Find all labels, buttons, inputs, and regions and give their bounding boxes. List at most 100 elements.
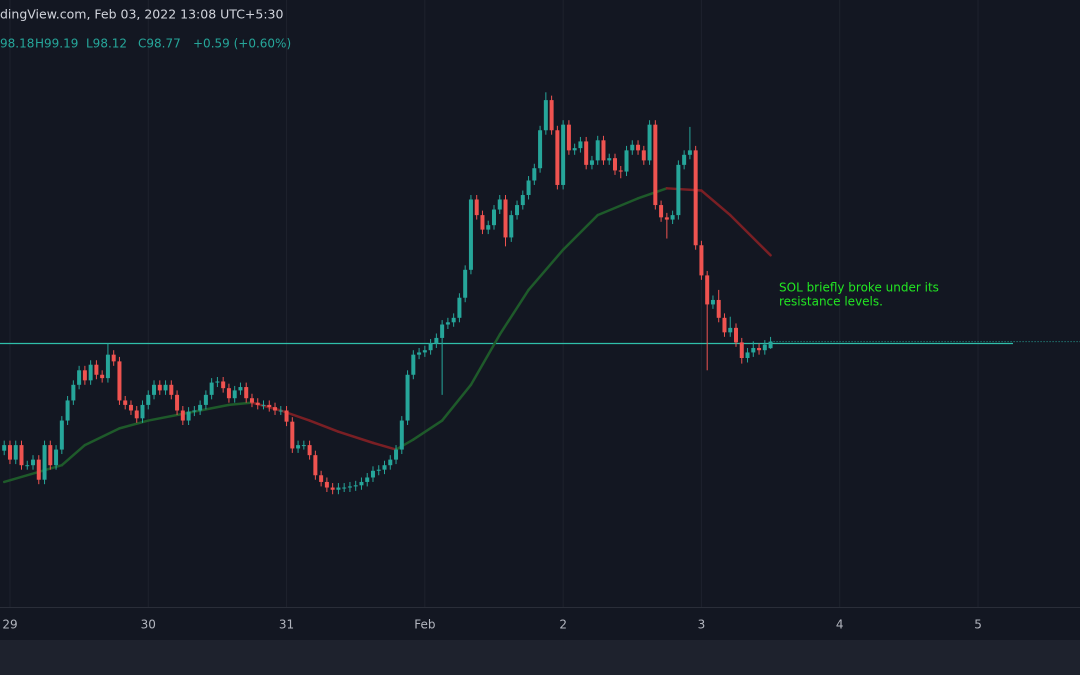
candle-body <box>728 327 733 333</box>
candle-body <box>399 420 404 450</box>
candle-body <box>722 317 727 333</box>
candle-body <box>192 410 197 412</box>
candle-body <box>618 170 623 172</box>
candle-body <box>376 469 381 471</box>
candle-body <box>739 342 744 359</box>
candle-body <box>451 317 456 323</box>
candle-body <box>480 215 485 230</box>
candle-body <box>624 150 629 172</box>
candle-body <box>238 387 243 391</box>
candle-body <box>226 388 231 399</box>
candle-body <box>353 485 358 487</box>
annotation-text: resistance levels. <box>779 295 883 309</box>
ohlc-legend: 98.18 H99.19 L98.12 C98.77 +0.59 (+0.60%… <box>0 37 291 51</box>
candle-body <box>584 141 589 165</box>
candle-body <box>382 465 387 470</box>
candle-body <box>319 475 324 482</box>
candle-body <box>180 410 185 421</box>
candle-body <box>768 341 773 349</box>
candle-body <box>301 445 306 447</box>
legend-high: H99.19 <box>35 37 78 51</box>
candle-body <box>77 370 82 385</box>
candle-body <box>267 404 272 408</box>
candle-body <box>65 400 70 421</box>
x-tick-label: 29 <box>2 618 17 632</box>
moving-average-segment <box>596 197 640 217</box>
moving-average-segment <box>60 443 87 467</box>
candle-body <box>284 410 289 422</box>
candle-body <box>445 322 450 325</box>
candle-body <box>699 245 704 276</box>
candle-body <box>687 150 692 155</box>
candle-body <box>209 382 214 395</box>
x-tick-label: 30 <box>141 618 156 632</box>
candle-body <box>468 199 473 270</box>
candle-body <box>555 130 560 185</box>
candle-body <box>48 445 53 466</box>
candle-body <box>417 352 422 355</box>
moving-average-segment <box>469 333 502 387</box>
legend-open: 98.18 <box>0 37 34 51</box>
candle-body <box>509 215 514 238</box>
candle-body <box>359 481 364 486</box>
candle-body <box>54 449 59 466</box>
candle-body <box>762 344 767 351</box>
candle-body <box>117 361 122 401</box>
plot <box>0 92 1080 495</box>
candle-body <box>612 158 617 171</box>
candle-body <box>7 445 12 460</box>
candle-body <box>491 209 496 226</box>
candle-body <box>422 350 427 353</box>
candle-body <box>526 180 531 196</box>
candle-body <box>296 445 301 449</box>
moving-average-segment <box>371 441 398 451</box>
candle-body <box>543 100 548 131</box>
candle-body <box>198 404 203 411</box>
candle-body <box>31 459 36 466</box>
candle-body <box>520 195 525 206</box>
candle-body <box>607 158 612 161</box>
candle-body <box>163 384 168 391</box>
candle-body <box>428 343 433 351</box>
candle-body <box>278 410 283 412</box>
candle-body <box>42 445 47 480</box>
candle-body <box>324 481 329 488</box>
candle-body <box>365 477 370 482</box>
candle-body <box>36 459 41 480</box>
candle-body <box>411 354 416 375</box>
x-tick-label: 4 <box>836 618 844 632</box>
moving-average-segment <box>118 419 150 430</box>
grid <box>9 0 979 607</box>
legend-close: C98.77 <box>138 37 181 51</box>
candle-body <box>313 455 318 476</box>
moving-average-segment <box>83 427 121 447</box>
candle-body <box>232 390 237 399</box>
header-title: dingView.com, Feb 03, 2022 13:08 UTC+5:3… <box>0 7 284 22</box>
legend-low: L98.12 <box>86 37 127 51</box>
x-tick-label: 3 <box>698 618 706 632</box>
moving-average-segment <box>700 189 732 217</box>
candle-body <box>676 164 681 216</box>
candle-body <box>561 124 566 185</box>
candle-body <box>440 324 445 338</box>
candle-body <box>157 384 162 391</box>
candle-body <box>175 394 180 411</box>
candle-body <box>589 160 594 165</box>
candle-body <box>203 394 208 405</box>
candle-body <box>261 404 266 406</box>
candle-body <box>128 404 133 411</box>
candle-body <box>186 411 191 421</box>
candle-body <box>457 297 462 318</box>
candle-body <box>152 384 157 395</box>
candle-body <box>636 144 641 151</box>
candle-body <box>532 168 537 181</box>
candle-body <box>751 347 756 353</box>
candle-body <box>123 400 128 405</box>
candle-body <box>434 337 439 344</box>
candle-body <box>630 144 635 151</box>
moving-average-segment <box>394 438 415 451</box>
candle-body <box>105 354 110 379</box>
candle-body <box>682 154 687 165</box>
